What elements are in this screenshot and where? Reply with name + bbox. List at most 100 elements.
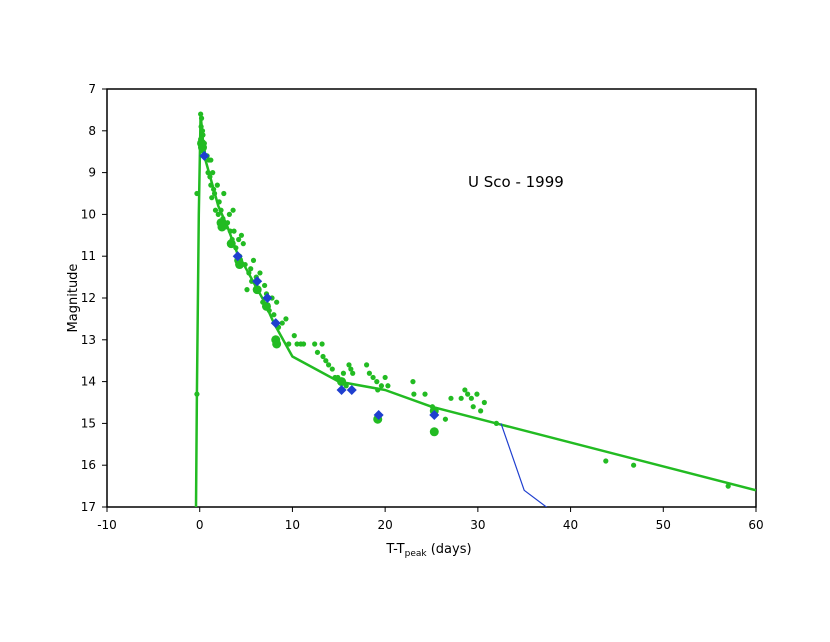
green-small-point bbox=[194, 391, 200, 397]
blue-diamond-point bbox=[429, 410, 440, 421]
green-large-point bbox=[197, 143, 207, 153]
green-large-point bbox=[272, 339, 282, 349]
green-small-point bbox=[462, 387, 468, 393]
green-small-point bbox=[294, 341, 300, 347]
green-small-point bbox=[226, 211, 232, 217]
green-small-point bbox=[218, 207, 224, 213]
green-small-point bbox=[481, 399, 487, 406]
green-small-point bbox=[231, 228, 237, 234]
green-small-point bbox=[214, 182, 220, 188]
green-small-point bbox=[325, 362, 332, 368]
blue-diamond-point bbox=[373, 410, 384, 421]
green-small-point bbox=[244, 287, 250, 293]
green-small-point bbox=[216, 199, 222, 205]
green-small-point bbox=[300, 341, 307, 347]
x-tick-label: 10 bbox=[285, 518, 300, 532]
green-small-point bbox=[240, 241, 246, 247]
blue-diamond-point bbox=[199, 150, 210, 161]
y-tick-label: 8 bbox=[88, 124, 96, 138]
green-small-point bbox=[198, 124, 204, 130]
blue-diamond-point bbox=[270, 318, 281, 329]
green-small-point bbox=[725, 483, 731, 489]
green-small-point bbox=[442, 416, 449, 422]
green-small-point bbox=[207, 174, 213, 180]
green-small-point bbox=[346, 362, 352, 368]
green-large-point bbox=[217, 222, 227, 232]
green-small-point bbox=[468, 395, 474, 401]
y-tick-label: 16 bbox=[81, 458, 96, 472]
green-small-point bbox=[271, 312, 277, 318]
green-small-point bbox=[364, 362, 370, 368]
x-tick-label: -10 bbox=[97, 518, 117, 532]
green-small-point bbox=[350, 370, 356, 376]
green-small-point bbox=[227, 228, 233, 234]
green-small-point bbox=[348, 366, 354, 372]
green-small-point bbox=[194, 190, 200, 197]
green-small-point bbox=[314, 349, 321, 355]
green-small-point bbox=[250, 257, 257, 263]
x-tick-label: 30 bbox=[470, 518, 485, 532]
green-small-point bbox=[211, 186, 217, 192]
green-small-point bbox=[603, 458, 609, 464]
x-tick-label: 40 bbox=[563, 518, 578, 532]
green-large-point bbox=[235, 260, 245, 270]
y-tick-label: 12 bbox=[81, 291, 96, 305]
green-small-point bbox=[382, 374, 388, 381]
y-axis-title: Magnitude bbox=[66, 264, 81, 333]
green-small-point bbox=[236, 236, 242, 243]
y-tick-label: 17 bbox=[81, 500, 96, 514]
y-tick-label: 14 bbox=[81, 375, 96, 389]
green-small-point bbox=[215, 211, 221, 217]
green-small-point bbox=[291, 333, 297, 339]
data-layer bbox=[194, 111, 756, 507]
green-small-point bbox=[493, 420, 499, 426]
green-small-point bbox=[246, 270, 252, 276]
blue-fit-line bbox=[500, 423, 548, 507]
green-small-point bbox=[286, 341, 292, 347]
x-tick-label: 50 bbox=[656, 518, 671, 532]
x-tick-label: 20 bbox=[378, 518, 393, 532]
green-small-point bbox=[458, 395, 464, 401]
ticks-layer: -10 0 10 20 30 40 50 60 7 8 9 10 11 12 13 14 15 16 17 bbox=[81, 82, 764, 532]
green-small-point bbox=[205, 170, 211, 176]
green-small-point bbox=[422, 391, 428, 397]
x-axis-title-main: T-T bbox=[385, 542, 404, 557]
green-small-point bbox=[238, 232, 245, 238]
green-small-point bbox=[262, 282, 268, 289]
green-small-point bbox=[274, 299, 280, 305]
green-small-point bbox=[208, 182, 214, 188]
green-small-point bbox=[257, 270, 263, 276]
x-axis-title-subscript: peak bbox=[405, 549, 428, 559]
green-small-point bbox=[470, 404, 476, 410]
green-small-point bbox=[279, 320, 285, 326]
green-small-point bbox=[378, 383, 385, 389]
green-large-point bbox=[261, 301, 271, 311]
green-small-point bbox=[209, 195, 215, 201]
green-large-point bbox=[429, 427, 439, 437]
y-tick-label: 11 bbox=[81, 249, 96, 263]
green-small-point bbox=[478, 408, 484, 414]
green-small-point bbox=[631, 462, 637, 468]
green-small-point bbox=[210, 170, 216, 176]
y-tick-label: 10 bbox=[81, 207, 96, 221]
green-small-point bbox=[208, 157, 214, 163]
green-large-point bbox=[252, 285, 262, 295]
green-small-point bbox=[340, 370, 347, 376]
green-small-point bbox=[283, 316, 289, 322]
green-small-point bbox=[366, 370, 372, 376]
green-small-point bbox=[198, 115, 205, 121]
green-small-point bbox=[411, 391, 417, 397]
green-small-point bbox=[320, 353, 326, 360]
green-small-point bbox=[200, 132, 206, 138]
green-large-point bbox=[226, 239, 236, 249]
x-tick-label: 0 bbox=[196, 518, 204, 532]
green-small-point bbox=[221, 190, 227, 197]
x-tick-label: 60 bbox=[748, 518, 763, 532]
green-small-point bbox=[329, 366, 335, 372]
green-small-point bbox=[374, 379, 380, 385]
blue-diamond-point bbox=[336, 384, 347, 395]
green-small-point bbox=[211, 190, 218, 197]
y-tick-label: 9 bbox=[88, 166, 96, 180]
green-small-point bbox=[199, 128, 206, 134]
blue-diamond-point bbox=[262, 293, 273, 303]
